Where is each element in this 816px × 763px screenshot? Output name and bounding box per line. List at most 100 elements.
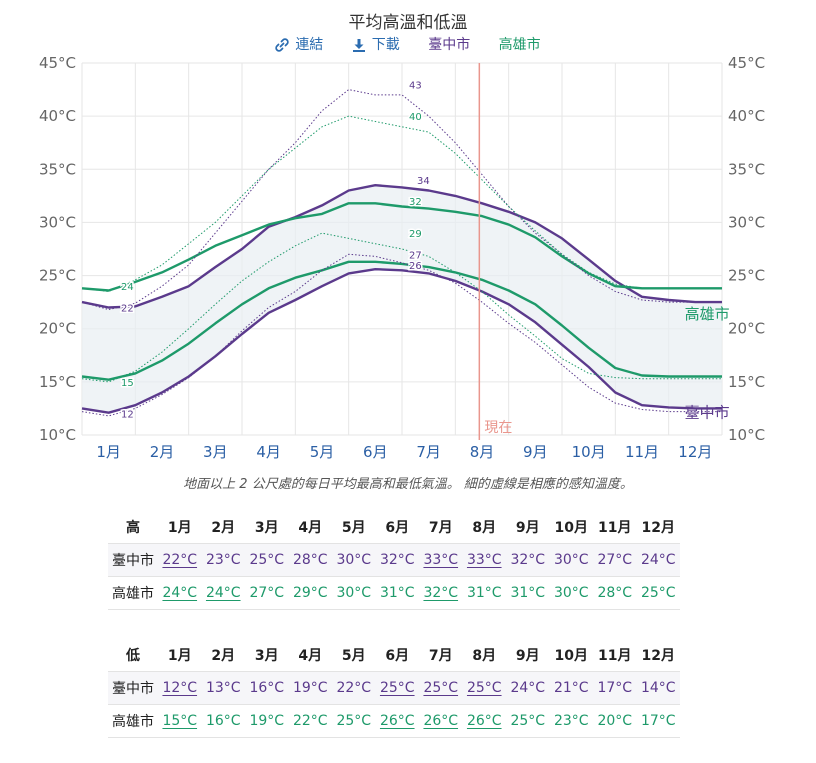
table-cell: 30°C <box>549 543 593 577</box>
table-cell: 25°C <box>636 576 680 610</box>
chart-caption: 地面以上 2 公尺處的每日平均最高和最低氣溫。 細的虛線是相應的感知溫度。 <box>183 477 633 492</box>
y-tick-label-left: 30°C <box>39 213 76 231</box>
temperature-cell[interactable]: 33°C <box>466 552 502 568</box>
month-column-header: 6月 <box>385 648 410 664</box>
temperature-cell[interactable]: 12°C <box>162 680 198 696</box>
link-button[interactable]: 連結 <box>275 34 323 54</box>
month-column-header: 8月 <box>472 520 497 536</box>
temperature-cell[interactable]: 26°C <box>466 713 502 729</box>
download-button[interactable]: 下載 <box>352 34 400 54</box>
data-value-label: 29 <box>409 229 422 240</box>
table-cell: 16°C <box>201 704 245 738</box>
x-tick-label: 3月 <box>203 443 228 461</box>
y-tick-label-left: 40°C <box>39 107 76 125</box>
y-tick-label-right: 10°C <box>728 426 765 444</box>
table-cell: 31°C <box>375 576 419 610</box>
temperature-cell: 19°C <box>292 680 328 696</box>
temperature-cell[interactable]: 26°C <box>379 713 415 729</box>
table-cell: 31°C <box>462 576 506 610</box>
y-tick-label-left: 25°C <box>39 267 76 285</box>
temperature-cell: 16°C <box>249 680 285 696</box>
temperature-cell: 32°C <box>510 552 546 568</box>
legend-city1[interactable]: 臺中市 <box>428 37 471 53</box>
temperature-cell: 28°C <box>597 585 633 601</box>
x-tick-label: 5月 <box>310 443 335 461</box>
table-cell: 30°C <box>549 576 593 610</box>
city-row-label: 臺中市 <box>108 543 158 577</box>
series-line-low <box>81 268 722 414</box>
temperature-cell: 17°C <box>640 713 676 729</box>
temperature-cell[interactable]: 26°C <box>423 713 459 729</box>
temperature-cell: 13°C <box>205 680 241 696</box>
table-cell: 25°C <box>375 671 419 705</box>
month-column-header: 12月 <box>641 520 675 536</box>
month-column-header: 3月 <box>254 520 279 536</box>
month-column-header: 6月 <box>385 520 410 536</box>
y-tick-label-left: 10°C <box>39 426 76 444</box>
table-cell: 33°C <box>419 543 463 577</box>
temperature-cell[interactable]: 33°C <box>423 552 459 568</box>
temperature-cell[interactable]: 25°C <box>379 680 415 696</box>
month-column-header: 9月 <box>515 648 540 664</box>
month-column-header: 7月 <box>428 520 453 536</box>
table-cell: 26°C <box>419 704 463 738</box>
temperature-cell: 22°C <box>292 713 328 729</box>
series-line-feels_low <box>81 253 722 417</box>
table-cell: 21°C <box>549 671 593 705</box>
month-column-header: 5月 <box>341 520 366 536</box>
temperature-cell: 21°C <box>553 680 589 696</box>
temperature-band <box>82 185 722 413</box>
table-cell: 28°C <box>288 543 332 577</box>
x-tick-label: 1月 <box>96 443 121 461</box>
table-cell: 23°C <box>549 704 593 738</box>
temperature-cell: 25°C <box>249 552 285 568</box>
temperature-cell[interactable]: 22°C <box>162 552 198 568</box>
month-column-header: 4月 <box>298 648 323 664</box>
table-cell: 27°C <box>593 543 637 577</box>
x-tick-label: 7月 <box>416 443 441 461</box>
series-line-feels_low <box>81 232 722 383</box>
series-line-high <box>81 184 722 309</box>
table-row: 高雄市 24°C 24°C 27°C 29°C 30°C 31°C 32°C 31°C 31°C 3… <box>108 576 680 610</box>
temperature-cell: 30°C <box>553 585 589 601</box>
x-tick-label: 10月 <box>572 443 606 461</box>
temperature-cell: 24°C <box>510 680 546 696</box>
temperature-cell[interactable]: 25°C <box>466 680 502 696</box>
temperature-cell: 19°C <box>249 713 285 729</box>
month-column-header: 5月 <box>341 648 366 664</box>
data-value-label: 22 <box>121 303 134 314</box>
temperature-cell: 27°C <box>597 552 633 568</box>
month-column-header: 3月 <box>254 648 279 664</box>
table-cell: 26°C <box>462 704 506 738</box>
y-tick-label-right: 30°C <box>728 213 765 231</box>
y-tick-label-right: 40°C <box>728 107 765 125</box>
table-cell: 24°C <box>636 543 680 577</box>
temperature-cell[interactable]: 24°C <box>205 585 241 601</box>
table-cell: 31°C <box>506 576 550 610</box>
temperature-cell: 25°C <box>510 713 546 729</box>
temperature-cell: 30°C <box>336 585 372 601</box>
data-value-label: 40 <box>409 112 422 123</box>
temperature-cell: 14°C <box>640 680 676 696</box>
table-cell: 30°C <box>332 543 376 577</box>
low-temperature-table: 低 1月 2月 3月 4月 5月 6月 7月 8月 9月 10月 11月 12月 臺中市 12°C 13°C 1… <box>108 639 680 738</box>
temperature-cell: 25°C <box>640 585 676 601</box>
table-cell: 22°C <box>158 543 202 577</box>
legend-city2[interactable]: 高雄市 <box>498 37 541 53</box>
temperature-cell[interactable]: 25°C <box>423 680 459 696</box>
temperature-cell: 31°C <box>466 585 502 601</box>
table-corner-header: 低 <box>126 648 140 664</box>
y-tick-label-right: 20°C <box>728 320 765 338</box>
table-cell: 27°C <box>245 576 289 610</box>
temperature-cell: 32°C <box>379 552 415 568</box>
temperature-cell: 28°C <box>292 552 328 568</box>
temperature-cell[interactable]: 24°C <box>162 585 198 601</box>
table-cell: 22°C <box>288 704 332 738</box>
month-column-header: 4月 <box>298 520 323 536</box>
table-cell: 33°C <box>462 543 506 577</box>
table-cell: 17°C <box>636 704 680 738</box>
temperature-cell[interactable]: 32°C <box>423 585 459 601</box>
temperature-cell[interactable]: 15°C <box>162 713 198 729</box>
table-cell: 25°C <box>419 671 463 705</box>
temperature-cell: 23°C <box>205 552 241 568</box>
